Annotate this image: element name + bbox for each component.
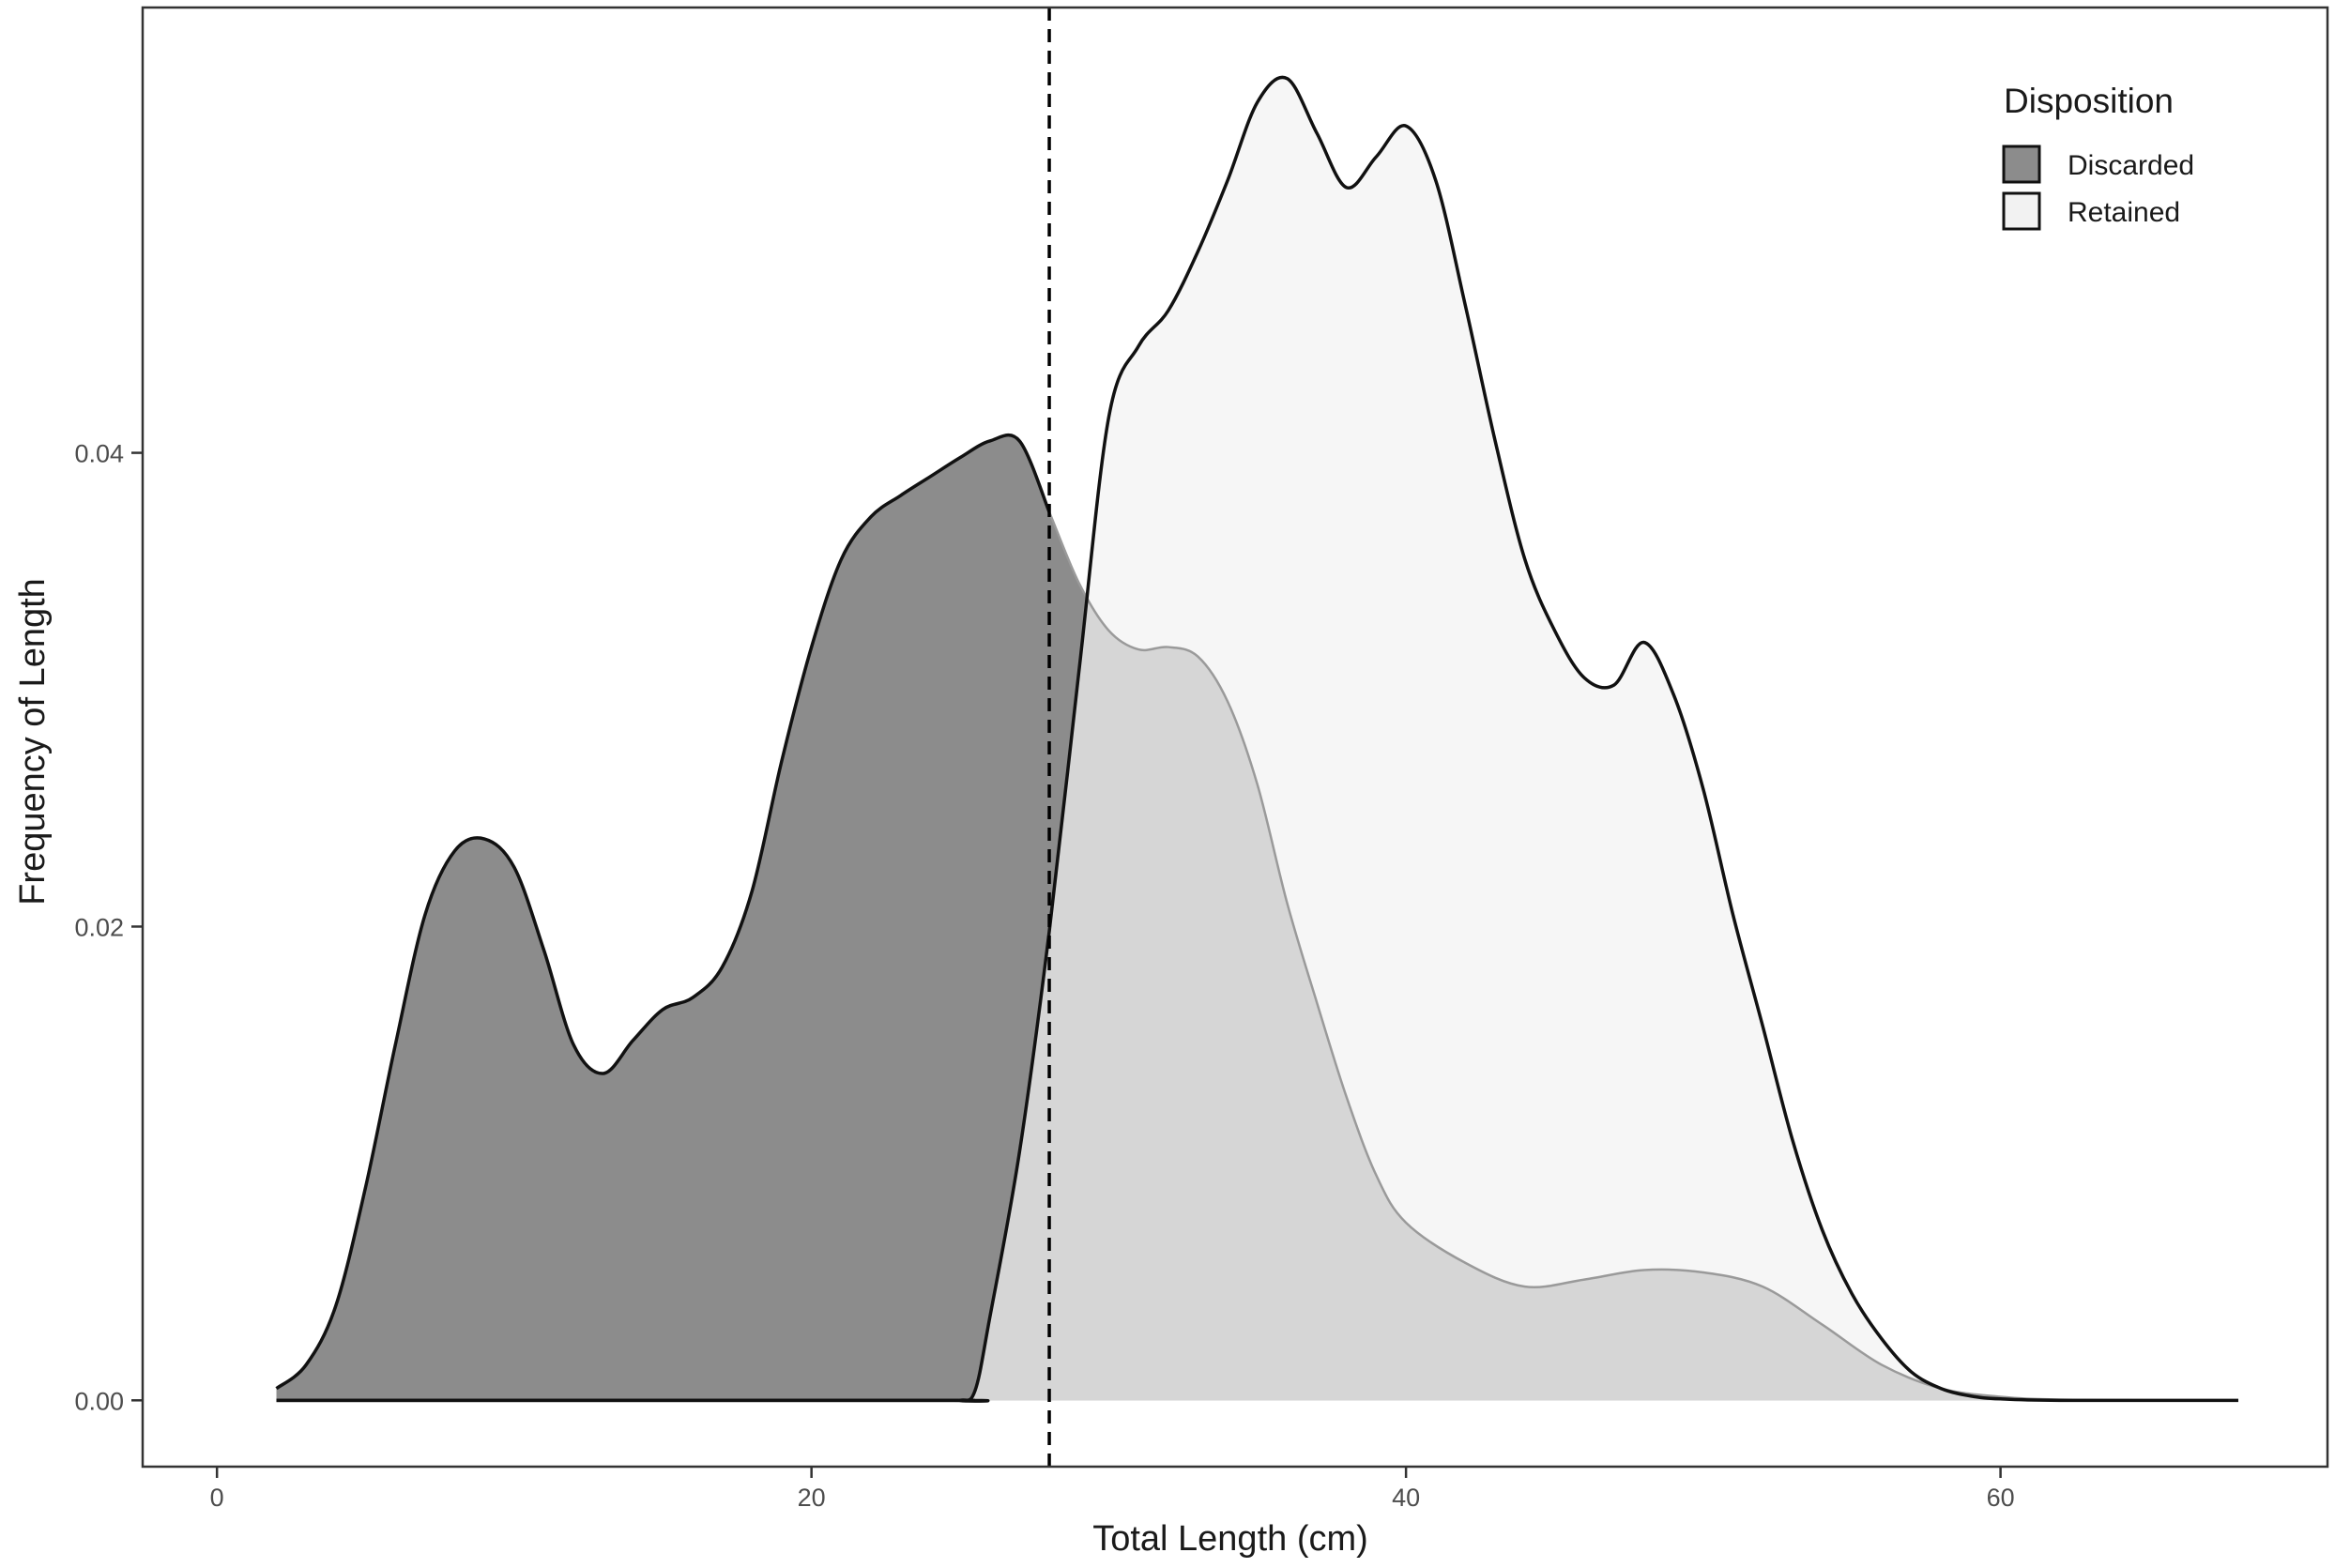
x-tick-label: 0 [210,1484,224,1512]
legend-title: Disposition [2004,82,2174,120]
legend-key-discarded [2002,145,2041,184]
x-tick-label: 60 [1987,1484,2015,1512]
axes-layer: 0 20 40 60 0.00 0.02 0.04 Total Length (cm) Freq… [13,6,2329,1559]
y-tick-label: 0.02 [74,913,124,941]
x-tick-label: 40 [1392,1484,1420,1512]
y-tick-label: 0.00 [74,1387,124,1415]
density-line-retained [276,75,2238,1403]
legend-key-retained [2002,191,2041,231]
x-tick-label: 20 [798,1484,826,1512]
legend-label-discarded: Discarded [2068,150,2194,181]
legend: Disposition Discarded Retained [2002,82,2194,231]
density-fills [276,77,2238,1402]
y-axis-title: Frequency of Length [13,578,53,906]
density-line-discarded-visible [275,433,1051,1391]
y-tick-label: 0.04 [74,440,124,468]
x-axis-title: Total Length (cm) [1092,1519,1368,1559]
legend-label-retained: Retained [2068,197,2180,228]
panel-border [141,6,2329,1469]
density-outlines [275,75,2238,1403]
density-area-retained [276,77,2238,1402]
